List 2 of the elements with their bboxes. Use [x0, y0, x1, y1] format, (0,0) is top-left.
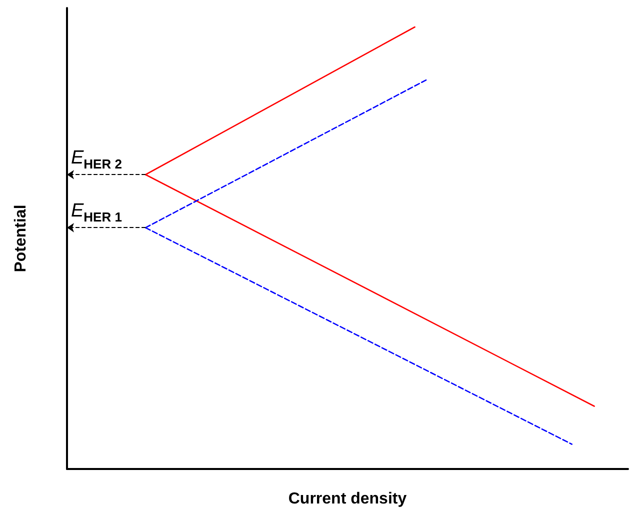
- y-axis-title: Potential: [12, 204, 30, 272]
- x-axis-title: Current density: [288, 490, 407, 508]
